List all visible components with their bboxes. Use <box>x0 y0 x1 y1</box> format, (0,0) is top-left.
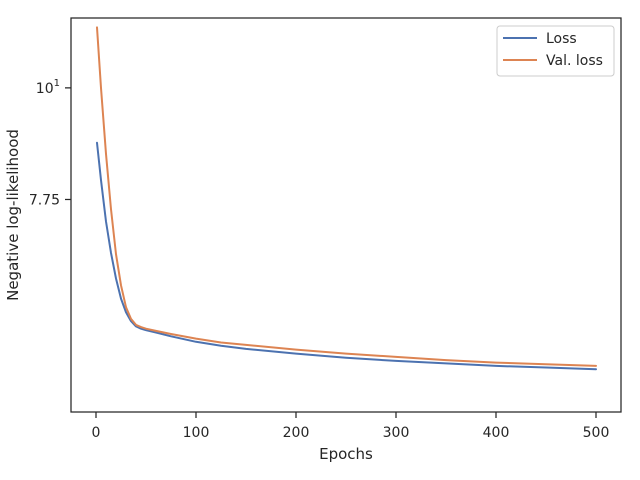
series-val-loss-line <box>96 26 597 367</box>
legend-label-loss: Loss <box>546 31 577 47</box>
legend: Loss Val. loss <box>496 25 615 77</box>
x-tick-label: 100 <box>183 425 210 441</box>
plot-frame <box>70 17 622 413</box>
series-layer <box>96 26 597 371</box>
x-axis-label: Epochs <box>319 445 373 463</box>
x-tick-label: 400 <box>483 425 510 441</box>
x-tick-label: 0 <box>92 425 101 441</box>
x-tick-label: 200 <box>283 425 310 441</box>
y-tick-exponent: 1 <box>54 78 60 89</box>
y-tick-label: 101 <box>36 78 60 97</box>
legend-label-val-loss: Val. loss <box>546 53 603 69</box>
x-tick-label: 500 <box>583 425 610 441</box>
plot-area <box>71 18 621 412</box>
x-tick-label: 300 <box>383 425 410 441</box>
y-tick-label: 7.75 <box>29 192 60 208</box>
series-loss-line <box>96 141 597 371</box>
y-axis-label: Negative log-likelihood <box>4 129 22 301</box>
tick-layer: 0 100 200 300 400 500 7.75 101 <box>29 78 610 441</box>
